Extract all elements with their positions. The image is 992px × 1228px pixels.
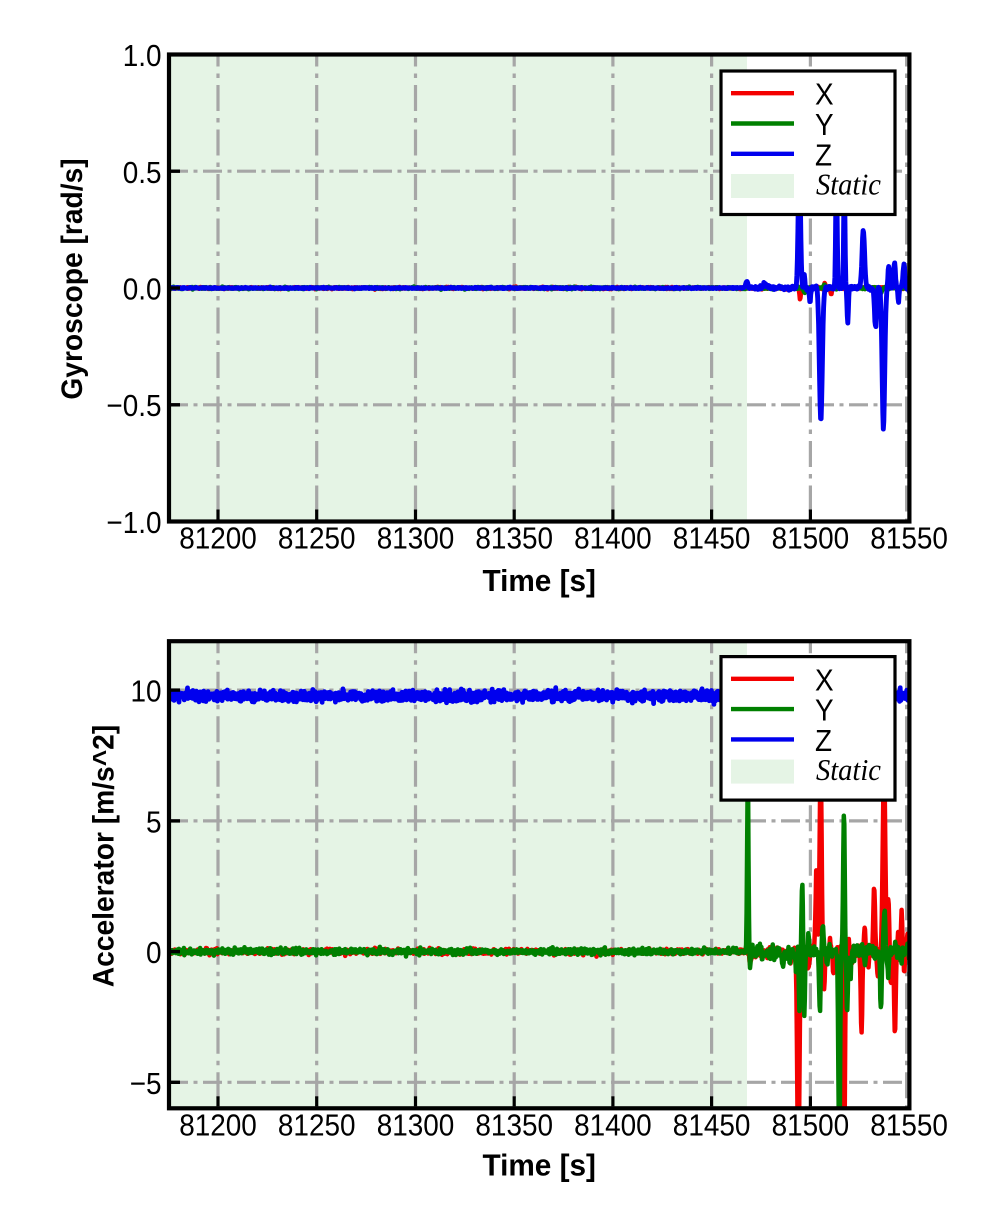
svg-text:81300: 81300 [377,521,455,556]
svg-text:X: X [815,77,834,112]
svg-text:81550: 81550 [870,1108,948,1143]
svg-text:Time [s]: Time [s] [482,563,596,598]
svg-text:Z: Z [815,724,832,759]
svg-text:Y: Y [815,693,834,728]
svg-text:81300: 81300 [377,1108,455,1143]
svg-text:81500: 81500 [772,1108,850,1143]
svg-text:−1.0: −1.0 [106,506,161,541]
svg-text:81450: 81450 [673,1108,751,1143]
svg-text:−5: −5 [130,1066,162,1101]
svg-text:5: 5 [146,805,162,840]
svg-text:81550: 81550 [870,521,948,556]
svg-text:Accelerator [m/s^2]: Accelerator [m/s^2] [88,725,121,988]
svg-text:Gyroscope [rad/s]: Gyroscope [rad/s] [56,158,89,399]
svg-text:81350: 81350 [475,521,553,556]
svg-text:0: 0 [146,936,162,971]
svg-text:Static: Static [816,753,881,787]
svg-text:Time [s]: Time [s] [482,1148,596,1183]
svg-text:81450: 81450 [673,521,751,556]
svg-text:81200: 81200 [179,1108,257,1143]
svg-text:81250: 81250 [278,521,356,556]
svg-text:81400: 81400 [574,1108,652,1143]
svg-text:81500: 81500 [772,521,850,556]
svg-text:81200: 81200 [179,521,257,556]
svg-text:81350: 81350 [475,1108,553,1143]
svg-text:−0.5: −0.5 [106,389,161,424]
svg-text:X: X [815,663,834,698]
svg-text:1.0: 1.0 [123,39,162,74]
svg-text:0.0: 0.0 [123,272,162,307]
svg-text:Y: Y [815,108,834,143]
svg-text:81250: 81250 [278,1108,356,1143]
svg-text:0.5: 0.5 [123,155,162,190]
svg-text:Static: Static [816,167,881,201]
svg-text:81400: 81400 [574,521,652,556]
svg-text:10: 10 [130,674,161,709]
svg-text:Z: Z [815,138,832,173]
